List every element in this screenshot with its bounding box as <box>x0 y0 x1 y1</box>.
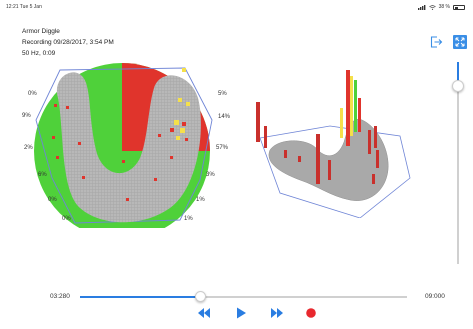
timeline-slider[interactable] <box>80 291 407 302</box>
fast-forward-icon[interactable] <box>270 307 284 319</box>
pct-left-3: 2% <box>24 145 33 151</box>
record-icon[interactable] <box>304 307 318 319</box>
pressure-map-3d <box>256 70 411 218</box>
status-time: 12:21 Tue 5 Jan <box>6 4 42 10</box>
vertical-slider-thumb[interactable] <box>452 80 464 93</box>
vertical-slider[interactable] <box>452 62 464 264</box>
recording-date: Recording 09/28/2017, 3:54 PM <box>22 39 114 46</box>
wifi-icon <box>428 4 436 10</box>
pct-left-4: 6% <box>38 172 47 178</box>
pressure-map-2d <box>34 63 213 228</box>
pct-left-2: 9% <box>22 113 31 119</box>
pct-left-6: 0% <box>62 216 71 222</box>
pct-right-5: 1% <box>196 197 205 203</box>
pct-left-5: 0% <box>48 197 57 203</box>
foot-sole <box>56 72 201 223</box>
recording-info: Armor Diggle Recording 09/28/2017, 3:54 … <box>22 26 114 59</box>
timeline-thumb[interactable] <box>195 291 207 302</box>
3d-columns <box>256 70 379 184</box>
timeline-start: 03:280 <box>50 293 70 300</box>
pct-right-1: 5% <box>218 91 227 97</box>
recording-frequency: 50 Hz, 0:09 <box>22 50 56 57</box>
play-icon[interactable] <box>234 307 248 319</box>
timeline-end: 09:000 <box>425 293 445 300</box>
pct-right-2: 14% <box>218 114 231 120</box>
signal-icon <box>417 4 425 10</box>
export-icon[interactable] <box>429 35 443 49</box>
pct-left-1: 0% <box>28 91 37 97</box>
rewind-icon[interactable] <box>197 307 211 319</box>
sensor-outline <box>35 67 213 224</box>
patient-name: Armor Diggle <box>22 28 60 35</box>
timeline-fill <box>80 296 201 298</box>
pct-right-3: 57% <box>216 145 229 151</box>
pct-right-6: 1% <box>184 216 193 222</box>
3d-outline <box>259 125 411 218</box>
hotspot-cluster <box>52 68 190 201</box>
status-bar: 12:21 Tue 5 Jan 38 % <box>0 0 473 14</box>
battery-percent: 38 % <box>438 4 450 10</box>
vertical-slider-fill <box>457 62 459 87</box>
pct-right-4: 3% <box>206 172 215 178</box>
battery-icon <box>453 4 465 10</box>
expand-icon[interactable] <box>453 35 467 49</box>
